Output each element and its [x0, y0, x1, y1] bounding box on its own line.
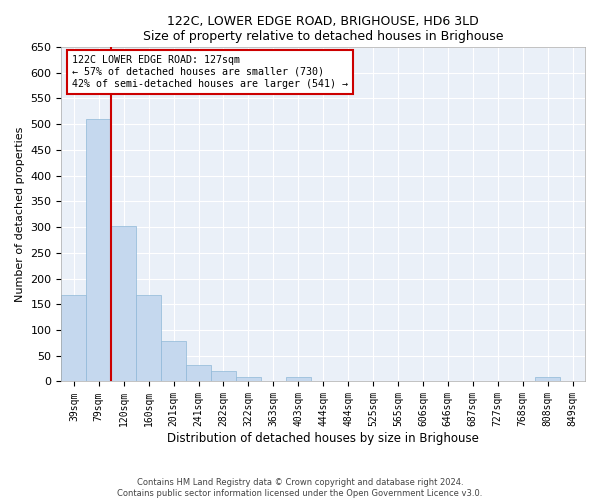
- Text: Contains HM Land Registry data © Crown copyright and database right 2024.
Contai: Contains HM Land Registry data © Crown c…: [118, 478, 482, 498]
- Bar: [161, 342, 186, 382]
- Bar: [111, 226, 136, 382]
- Bar: [535, 378, 560, 382]
- Text: 122C LOWER EDGE ROAD: 127sqm
← 57% of detached houses are smaller (730)
42% of s: 122C LOWER EDGE ROAD: 127sqm ← 57% of de…: [72, 56, 348, 88]
- Bar: [86, 119, 111, 382]
- Bar: [236, 378, 261, 382]
- Bar: [286, 378, 311, 382]
- Bar: [211, 371, 236, 382]
- Bar: [61, 295, 86, 382]
- Bar: [186, 365, 211, 382]
- Y-axis label: Number of detached properties: Number of detached properties: [15, 126, 25, 302]
- Title: 122C, LOWER EDGE ROAD, BRIGHOUSE, HD6 3LD
Size of property relative to detached : 122C, LOWER EDGE ROAD, BRIGHOUSE, HD6 3L…: [143, 15, 503, 43]
- Bar: [136, 295, 161, 382]
- X-axis label: Distribution of detached houses by size in Brighouse: Distribution of detached houses by size …: [167, 432, 479, 445]
